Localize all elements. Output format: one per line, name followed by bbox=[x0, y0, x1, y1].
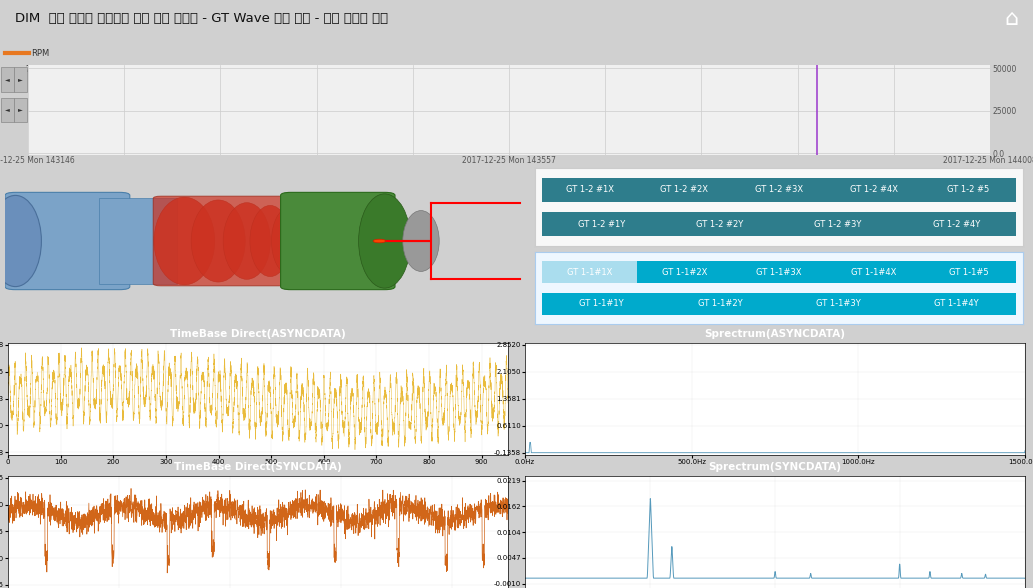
Text: GT 1-2 #1X: GT 1-2 #1X bbox=[566, 185, 614, 195]
FancyBboxPatch shape bbox=[921, 178, 1015, 202]
Text: GT 1-1#1X: GT 1-1#1X bbox=[567, 268, 613, 277]
Text: 2017-12-25 Mon 143647: 2017-12-25 Mon 143647 bbox=[26, 65, 120, 74]
FancyBboxPatch shape bbox=[661, 293, 779, 315]
FancyBboxPatch shape bbox=[1, 98, 13, 122]
Text: GT 1-1#4Y: GT 1-1#4Y bbox=[934, 299, 979, 308]
Text: Sprectrum(SYNCDATA): Sprectrum(SYNCDATA) bbox=[709, 462, 842, 472]
FancyBboxPatch shape bbox=[98, 198, 177, 283]
FancyBboxPatch shape bbox=[542, 293, 661, 315]
FancyBboxPatch shape bbox=[637, 261, 731, 283]
FancyBboxPatch shape bbox=[14, 98, 27, 122]
Circle shape bbox=[373, 239, 385, 243]
Text: GT 1-1#1Y: GT 1-1#1Y bbox=[580, 299, 624, 308]
Text: ⌂: ⌂ bbox=[1004, 9, 1019, 29]
FancyBboxPatch shape bbox=[898, 212, 1015, 236]
Ellipse shape bbox=[250, 205, 290, 276]
Text: GT 1-2 #5: GT 1-2 #5 bbox=[947, 185, 990, 195]
FancyBboxPatch shape bbox=[281, 192, 395, 290]
Text: GT 1-2 #2Y: GT 1-2 #2Y bbox=[696, 220, 744, 229]
FancyBboxPatch shape bbox=[779, 212, 898, 236]
Text: TimeBase Direct(SYNCDATA): TimeBase Direct(SYNCDATA) bbox=[175, 462, 342, 472]
Text: ◄: ◄ bbox=[5, 108, 9, 112]
Ellipse shape bbox=[358, 194, 410, 288]
FancyBboxPatch shape bbox=[898, 293, 1015, 315]
Text: GT 1-2 #3Y: GT 1-2 #3Y bbox=[814, 220, 862, 229]
FancyBboxPatch shape bbox=[1, 68, 13, 92]
Text: GT 1-1#5: GT 1-1#5 bbox=[948, 268, 989, 277]
FancyBboxPatch shape bbox=[826, 261, 921, 283]
FancyBboxPatch shape bbox=[637, 178, 731, 202]
Text: ►: ► bbox=[19, 108, 23, 112]
Text: RPM: RPM bbox=[31, 49, 50, 58]
Text: GT 1-2 #3X: GT 1-2 #3X bbox=[755, 185, 803, 195]
Ellipse shape bbox=[191, 200, 245, 282]
FancyBboxPatch shape bbox=[542, 212, 661, 236]
Text: GT 1-1#3Y: GT 1-1#3Y bbox=[816, 299, 860, 308]
Text: GT 1-1#2X: GT 1-1#2X bbox=[662, 268, 707, 277]
Text: GT 1-2 #4Y: GT 1-2 #4Y bbox=[933, 220, 980, 229]
Ellipse shape bbox=[272, 208, 306, 274]
FancyBboxPatch shape bbox=[5, 192, 130, 290]
Text: ◄: ◄ bbox=[5, 77, 9, 82]
Text: GT 1-1#4X: GT 1-1#4X bbox=[851, 268, 897, 277]
Text: GT 1-2 #1Y: GT 1-2 #1Y bbox=[577, 220, 625, 229]
Text: ►: ► bbox=[19, 77, 23, 82]
Ellipse shape bbox=[154, 197, 215, 285]
Text: TimeBase Direct(ASYNCDATA): TimeBase Direct(ASYNCDATA) bbox=[170, 329, 346, 339]
Ellipse shape bbox=[403, 211, 439, 272]
Text: DIM  화력 발전소 진동이상 징후 감시 시스템 - GT Wave 전체 정보 - 최근 데이터 조회: DIM 화력 발전소 진동이상 징후 감시 시스템 - GT Wave 전체 정… bbox=[14, 12, 388, 25]
FancyBboxPatch shape bbox=[14, 68, 27, 92]
FancyBboxPatch shape bbox=[921, 261, 1015, 283]
FancyBboxPatch shape bbox=[542, 178, 637, 202]
Text: GT 1-2 #2X: GT 1-2 #2X bbox=[660, 185, 709, 195]
Text: GT 1-1#3X: GT 1-1#3X bbox=[756, 268, 802, 277]
Ellipse shape bbox=[0, 195, 41, 286]
Text: Sprectrum(ASYNCDATA): Sprectrum(ASYNCDATA) bbox=[705, 329, 845, 339]
FancyBboxPatch shape bbox=[731, 261, 826, 283]
Text: GT 1-2 #4X: GT 1-2 #4X bbox=[850, 185, 898, 195]
FancyBboxPatch shape bbox=[731, 178, 826, 202]
FancyBboxPatch shape bbox=[542, 261, 637, 283]
FancyBboxPatch shape bbox=[826, 178, 921, 202]
FancyBboxPatch shape bbox=[779, 293, 898, 315]
Text: GT 1-1#2Y: GT 1-1#2Y bbox=[697, 299, 742, 308]
FancyBboxPatch shape bbox=[153, 196, 314, 286]
FancyBboxPatch shape bbox=[661, 212, 779, 236]
Ellipse shape bbox=[223, 203, 271, 279]
